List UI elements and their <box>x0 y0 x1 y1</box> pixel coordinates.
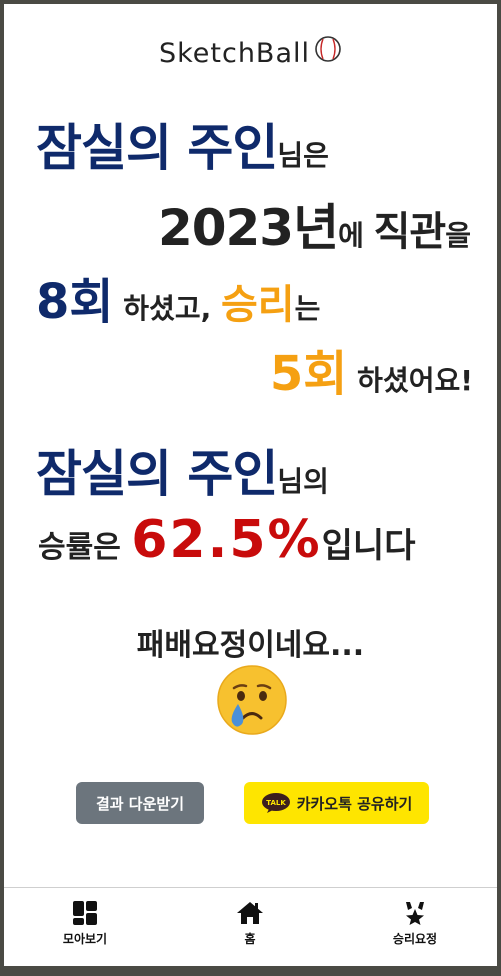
nav-home[interactable]: 홈 <box>200 900 300 947</box>
suffix-2: 님의 <box>277 465 329 498</box>
result-line-2: 2023년에 직관을 <box>158 188 471 260</box>
rate-end: 입니다 <box>321 526 416 566</box>
kakao-share-label: 카카오톡 공유하기 <box>296 794 413 813</box>
logo-text: SketchBall <box>158 38 311 69</box>
games-count: 8회 <box>36 274 114 330</box>
baseball-icon <box>314 35 342 70</box>
did-1: 하셨고, <box>113 292 221 325</box>
result-line-3: 8회 하셨고, 승리는 <box>36 262 320 332</box>
kakao-share-button[interactable]: TALK 카카오톡 공유하기 <box>244 782 429 824</box>
nav-gallery-label: 모아보기 <box>62 932 108 946</box>
logo: SketchBall <box>4 35 497 70</box>
team-name-2: 잠실의 주인 <box>36 445 278 503</box>
bottom-nav: 모아보기 홈 승리요정 <box>4 887 497 966</box>
attended-label: 직관 <box>373 209 447 255</box>
wins-label: 승리 <box>220 282 295 328</box>
result-line-5: 잠실의 주인님의 <box>36 434 329 506</box>
nav-home-label: 홈 <box>244 932 256 946</box>
nav-victory-fairy[interactable]: 승리요정 <box>365 900 465 947</box>
home-icon <box>237 902 263 924</box>
crying-face-emoji-icon <box>216 664 288 736</box>
nav-gallery[interactable]: 모아보기 <box>35 900 135 947</box>
app-frame: SketchBall 잠실의 주인님은 2023년에 직관을 8회 하셨고, 승… <box>4 4 497 966</box>
gallery-grid-icon <box>73 901 97 925</box>
win-rate: 62.5% <box>131 510 322 570</box>
nav-victory-label: 승리요정 <box>392 932 438 946</box>
particle-eul: 을 <box>445 219 471 252</box>
particle-neun: 는 <box>294 292 321 325</box>
kakao-talk-icon: TALK <box>261 792 291 814</box>
suffix-1: 님은 <box>277 139 329 172</box>
wins-count: 5회 <box>269 346 348 402</box>
year-unit: 년 <box>293 199 339 257</box>
victory-fairy-icon <box>406 902 424 925</box>
result-line-4: 5회 하셨어요! <box>270 334 473 404</box>
rate-label: 승률은 <box>38 530 132 565</box>
talk-badge-text: TALK <box>266 799 286 807</box>
particle-e: 에 <box>338 219 374 252</box>
did-2: 하셨어요! <box>347 364 473 397</box>
download-result-button[interactable]: 결과 다운받기 <box>76 782 204 824</box>
result-line-6: 승률은 62.5%입니다 <box>38 510 416 570</box>
verdict-text: 패배요정이네요... <box>136 628 365 663</box>
result-line-1: 잠실의 주인님은 <box>36 108 329 180</box>
year: 2023 <box>157 199 294 257</box>
team-name: 잠실의 주인 <box>36 119 278 177</box>
